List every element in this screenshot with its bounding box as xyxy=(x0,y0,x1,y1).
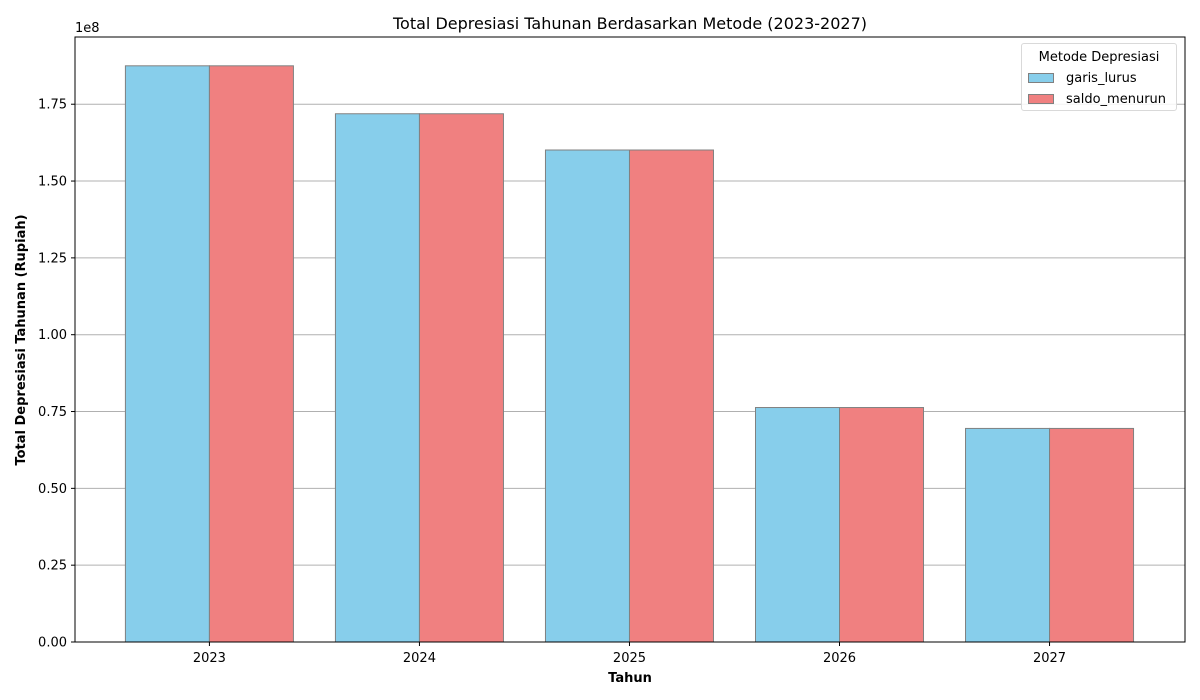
bar-garis-lurus-2026 xyxy=(754,407,841,643)
x-axis: 2023 2024 2025 2026 2027 xyxy=(193,642,1066,666)
y-tick-label: 1.00 xyxy=(38,328,67,343)
plot-frame xyxy=(74,36,1186,643)
x-tick-label: 2025 xyxy=(613,651,646,666)
chart-title: Total Depresiasi Tahunan Berdasarkan Met… xyxy=(392,14,867,33)
y-offset-text: 1e8 xyxy=(75,21,100,36)
legend-item-garis-lurus: garis_lurus xyxy=(1028,70,1137,86)
bar-garis-lurus-2025 xyxy=(544,149,630,643)
legend: Metode Depresiasi garis_lurus saldo_menu… xyxy=(1021,43,1177,111)
bar-saldo-menurun-2025 xyxy=(628,149,714,643)
y-axis: 0.00 0.25 0.50 0.75 1.00 1.25 1.50 1.75 xyxy=(38,98,75,651)
legend-swatch-saldo-menurun xyxy=(1028,94,1054,104)
y-tick-label: 1.75 xyxy=(38,98,67,113)
bar-saldo-menurun-2027 xyxy=(1049,427,1135,643)
y-tick-label: 0.75 xyxy=(38,405,67,420)
y-tick-label: 1.50 xyxy=(38,175,67,190)
legend-title: Metode Depresiasi xyxy=(1038,50,1160,65)
bar-garis-lurus-2027 xyxy=(965,427,1051,643)
y-axis-label: Total Depresiasi Tahunan (Rupiah) xyxy=(14,214,29,465)
x-axis-label: Tahun xyxy=(608,671,652,686)
bars xyxy=(124,65,1135,643)
bar-garis-lurus-2023 xyxy=(124,65,210,643)
x-tick-label: 2026 xyxy=(823,651,856,666)
y-tick-label: 0.25 xyxy=(38,559,67,574)
bar-garis-lurus-2024 xyxy=(334,113,420,643)
x-tick-label: 2023 xyxy=(193,651,226,666)
x-tick-label: 2027 xyxy=(1033,651,1066,666)
x-tick-label: 2024 xyxy=(403,651,436,666)
legend-swatch-garis-lurus xyxy=(1028,73,1054,83)
legend-label-saldo-menurun: saldo_menurun xyxy=(1066,91,1167,107)
bar-saldo-menurun-2023 xyxy=(208,65,294,643)
y-tick-label: 0.00 xyxy=(38,636,67,651)
legend-label-garis-lurus: garis_lurus xyxy=(1066,70,1137,86)
legend-item-saldo-menurun: saldo_menurun xyxy=(1028,91,1166,107)
y-tick-label: 1.25 xyxy=(38,251,67,266)
bar-saldo-menurun-2024 xyxy=(418,113,504,643)
y-tick-label: 0.50 xyxy=(38,482,67,497)
bar-saldo-menurun-2026 xyxy=(839,407,925,643)
